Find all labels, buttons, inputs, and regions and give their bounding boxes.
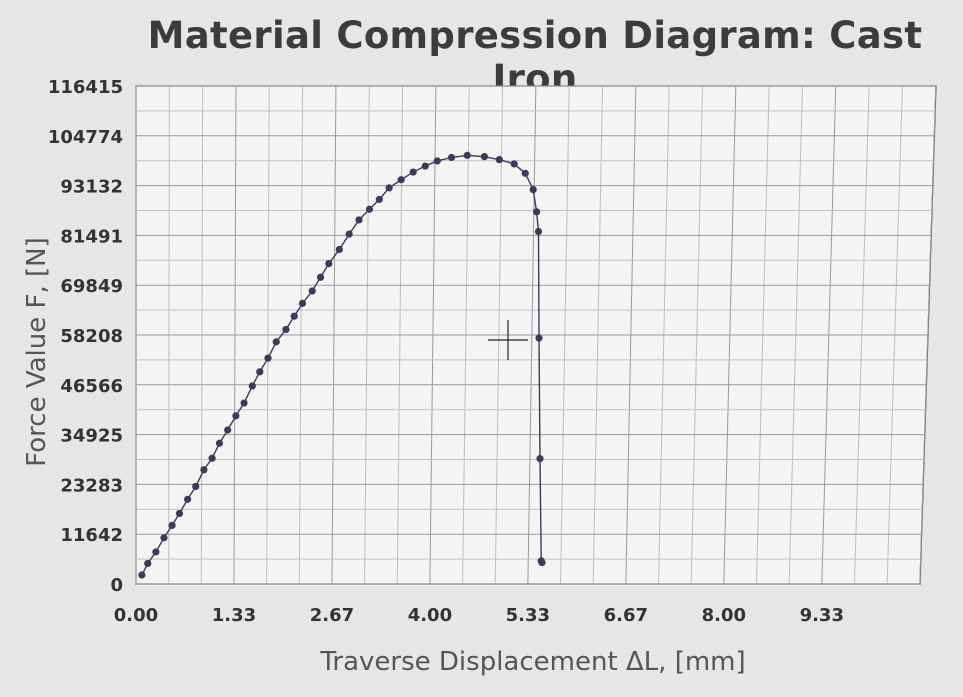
data-point — [290, 312, 298, 320]
data-point — [385, 184, 393, 192]
data-point — [272, 338, 280, 346]
data-point — [421, 162, 429, 170]
data-point — [264, 354, 272, 362]
data-point — [535, 334, 543, 342]
y-tick-label: 34925 — [60, 426, 123, 447]
crosshair-cursor — [488, 320, 528, 360]
data-point — [529, 185, 537, 194]
y-tick-label: 116415 — [48, 77, 123, 98]
y-tick-label: 0 — [110, 575, 123, 596]
data-point — [397, 176, 405, 184]
x-tick-label: 0.00 — [114, 605, 158, 626]
data-point — [463, 151, 471, 159]
x-tick-label: 5.33 — [506, 605, 550, 626]
data-point — [365, 205, 374, 213]
x-tick-label: 1.33 — [212, 605, 256, 626]
data-series — [138, 151, 546, 579]
data-point — [152, 548, 160, 556]
data-point — [308, 287, 316, 295]
y-tick-label: 93132 — [60, 177, 123, 198]
data-point — [192, 482, 200, 491]
y-tick-label: 23283 — [60, 475, 123, 496]
data-point — [248, 382, 256, 390]
x-tick-label: 4.00 — [408, 605, 452, 626]
x-tick-label: 8.00 — [702, 605, 746, 626]
data-point — [240, 399, 248, 407]
data-point — [138, 571, 146, 579]
data-point — [355, 216, 363, 224]
data-point — [200, 466, 208, 474]
y-tick-label: 11642 — [60, 525, 123, 546]
y-tick-label: 81491 — [60, 226, 123, 247]
y-tick-label: 104774 — [48, 127, 123, 148]
grid — [135, 85, 937, 585]
data-point — [480, 153, 488, 161]
data-point — [536, 455, 544, 463]
tick-labels: 0.00 1.33 2.67 4.00 5.33 6.67 8.00 9.33 0 11642 23… — [48, 77, 844, 626]
data-point — [184, 495, 192, 503]
data-point — [316, 273, 325, 281]
x-tick-label: 6.67 — [604, 605, 648, 626]
data-point — [215, 439, 224, 447]
data-point — [409, 168, 417, 176]
data-point — [433, 157, 441, 165]
data-point — [256, 368, 264, 376]
y-axis-title: Force Value F, [N] — [22, 237, 52, 467]
data-point — [144, 559, 152, 568]
data-point — [168, 521, 176, 529]
data-point — [447, 153, 456, 162]
data-point — [532, 208, 541, 216]
data-point — [325, 259, 333, 268]
data-point — [232, 412, 240, 420]
y-tick-label: 58208 — [60, 326, 123, 347]
data-point — [345, 230, 353, 238]
y-tick-label: 69849 — [60, 276, 123, 297]
data-point — [224, 426, 232, 434]
y-tick-label: 46566 — [60, 376, 123, 397]
data-point — [534, 227, 543, 236]
data-point — [335, 245, 343, 254]
data-point — [510, 160, 518, 168]
x-tick-label: 2.67 — [310, 605, 354, 626]
data-point — [175, 509, 184, 518]
chart-title: Material Compression Diagram: Cast Iron — [147, 14, 923, 100]
x-tick-label: 9.33 — [800, 605, 844, 626]
data-point — [538, 559, 546, 567]
data-point — [282, 325, 290, 334]
data-point — [208, 454, 216, 462]
data-point — [160, 534, 168, 542]
data-point — [495, 156, 503, 164]
x-axis-title: Traverse Displacement ΔL, [mm] — [319, 647, 745, 677]
data-point — [375, 195, 383, 204]
data-point — [521, 169, 529, 177]
data-point — [298, 299, 307, 307]
